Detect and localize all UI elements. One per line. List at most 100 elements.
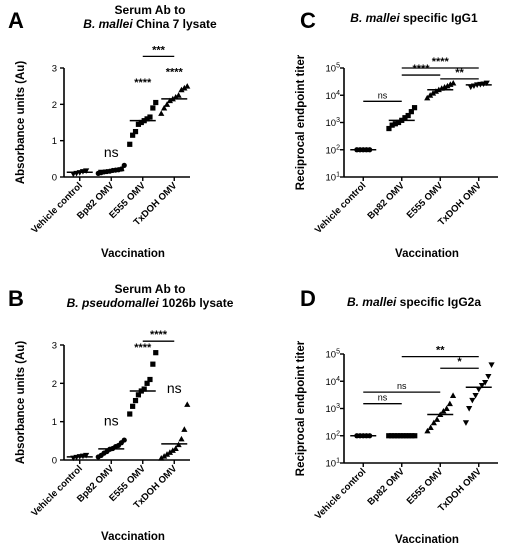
data-point xyxy=(482,380,489,386)
y-tick-label: 105 xyxy=(326,349,341,361)
chart-title: Serum Ab to xyxy=(115,3,186,17)
y-tick-label: 101 xyxy=(326,172,341,184)
data-point xyxy=(166,449,174,455)
data-point xyxy=(178,86,185,93)
category-label: Vehicle control xyxy=(313,466,369,522)
y-tick-label: 103 xyxy=(326,117,341,129)
data-point xyxy=(150,105,156,111)
comparison-label: ** xyxy=(436,345,445,357)
chart-panel-b: B Serum Ab toB. pseudomallei 1026b lysate… xyxy=(8,282,234,543)
category-label: Vehicle control xyxy=(29,463,85,519)
y-tick-label: 103 xyxy=(326,403,341,415)
data-point xyxy=(430,419,437,426)
y-axis-label: Absorbance units (Au) xyxy=(15,341,27,464)
category-label: Bp82 OMV xyxy=(365,466,407,508)
data-point xyxy=(178,435,185,442)
significance-label: **** xyxy=(166,66,184,78)
data-point xyxy=(395,119,402,126)
y-tick-label: 1 xyxy=(52,417,57,428)
data-point xyxy=(166,97,174,104)
y-tick-label: 3 xyxy=(52,64,57,75)
y-tick-label: 2 xyxy=(52,379,57,390)
data-point xyxy=(469,397,476,404)
x-axis-label: Vaccination xyxy=(395,248,459,260)
data-point xyxy=(184,83,191,89)
data-point xyxy=(181,84,188,91)
data-point xyxy=(130,403,136,409)
data-point xyxy=(127,141,133,147)
significance-label: **** xyxy=(134,77,152,89)
x-axis-label: Vaccination xyxy=(395,534,459,546)
data-point xyxy=(121,437,127,443)
data-point xyxy=(169,447,176,453)
data-point xyxy=(411,105,418,111)
significance-label: ns xyxy=(167,380,182,396)
data-point xyxy=(402,115,408,121)
category-label: Vehicle control xyxy=(29,180,85,236)
data-point xyxy=(163,101,171,107)
y-tick-label: 2 xyxy=(52,100,57,111)
data-point xyxy=(444,82,451,89)
data-point xyxy=(389,122,395,128)
panel-letter: A xyxy=(8,8,24,33)
data-point xyxy=(147,114,153,120)
data-point xyxy=(172,445,179,451)
data-point xyxy=(466,406,473,412)
comparison-label: ** xyxy=(455,67,464,79)
data-point xyxy=(153,99,159,106)
y-axis-label: Reciprocal endpoint titer xyxy=(295,340,307,476)
chart-panel-c: C B. mallei specific IgG1 101 102 103 104 105 R… xyxy=(295,8,498,260)
data-point xyxy=(147,376,153,383)
data-point xyxy=(121,162,127,168)
data-point xyxy=(472,393,479,399)
category-label: E555 OMV xyxy=(405,180,446,221)
significance-label: **** xyxy=(134,342,152,354)
data-point xyxy=(141,386,147,392)
data-point xyxy=(181,426,188,432)
data-point xyxy=(158,110,165,116)
comparison-label: **** xyxy=(412,63,430,75)
chart-panel-a: A Serum Ab toB. mallei China 7 lysate 0 1 2 3… xyxy=(8,3,217,260)
data-point xyxy=(488,362,495,368)
category-label: Vehicle control xyxy=(313,180,369,236)
data-point xyxy=(392,121,398,127)
y-tick-label: 0 xyxy=(52,456,57,467)
data-point xyxy=(449,392,457,398)
chart-panel-d: D B. mallei specific IgG2a 101 102 103 104 105… xyxy=(295,286,498,546)
data-point xyxy=(83,452,90,459)
comparison-label: ns xyxy=(378,90,388,100)
data-point xyxy=(135,121,142,127)
chart-title: Serum Ab to xyxy=(115,282,186,296)
y-axis-label: Absorbance units (Au) xyxy=(15,61,27,184)
y-axis-label: Reciprocal endpoint titer xyxy=(295,54,307,190)
data-point xyxy=(161,453,168,459)
panel-letter: B xyxy=(8,286,24,311)
y-tick-label: 104 xyxy=(326,90,341,102)
data-point xyxy=(424,427,431,434)
y-tick-label: 0 xyxy=(52,173,57,184)
x-axis-label: Vaccination xyxy=(101,248,165,260)
y-tick-label: 3 xyxy=(52,341,57,352)
data-point xyxy=(130,132,136,138)
data-point xyxy=(443,405,450,411)
data-point xyxy=(138,119,144,126)
data-point xyxy=(433,416,441,422)
comparison-label: *** xyxy=(152,44,166,56)
comparison-label: ns xyxy=(397,381,407,391)
data-point xyxy=(450,79,457,86)
data-point xyxy=(135,392,142,398)
data-point xyxy=(144,116,150,122)
comparison-label: **** xyxy=(432,56,450,68)
significance-label: ns xyxy=(104,144,119,160)
data-point xyxy=(153,350,159,356)
comparison-label: ns xyxy=(378,393,388,403)
y-tick-label: 101 xyxy=(326,458,341,470)
data-point xyxy=(485,373,492,380)
data-point xyxy=(446,400,453,407)
data-point xyxy=(483,80,490,87)
chart-title: B. mallei specific IgG2a xyxy=(347,295,481,309)
data-point xyxy=(462,420,470,426)
category-label: Bp82 OMV xyxy=(365,180,407,222)
y-tick-label: 105 xyxy=(326,63,341,75)
data-point xyxy=(386,125,392,132)
